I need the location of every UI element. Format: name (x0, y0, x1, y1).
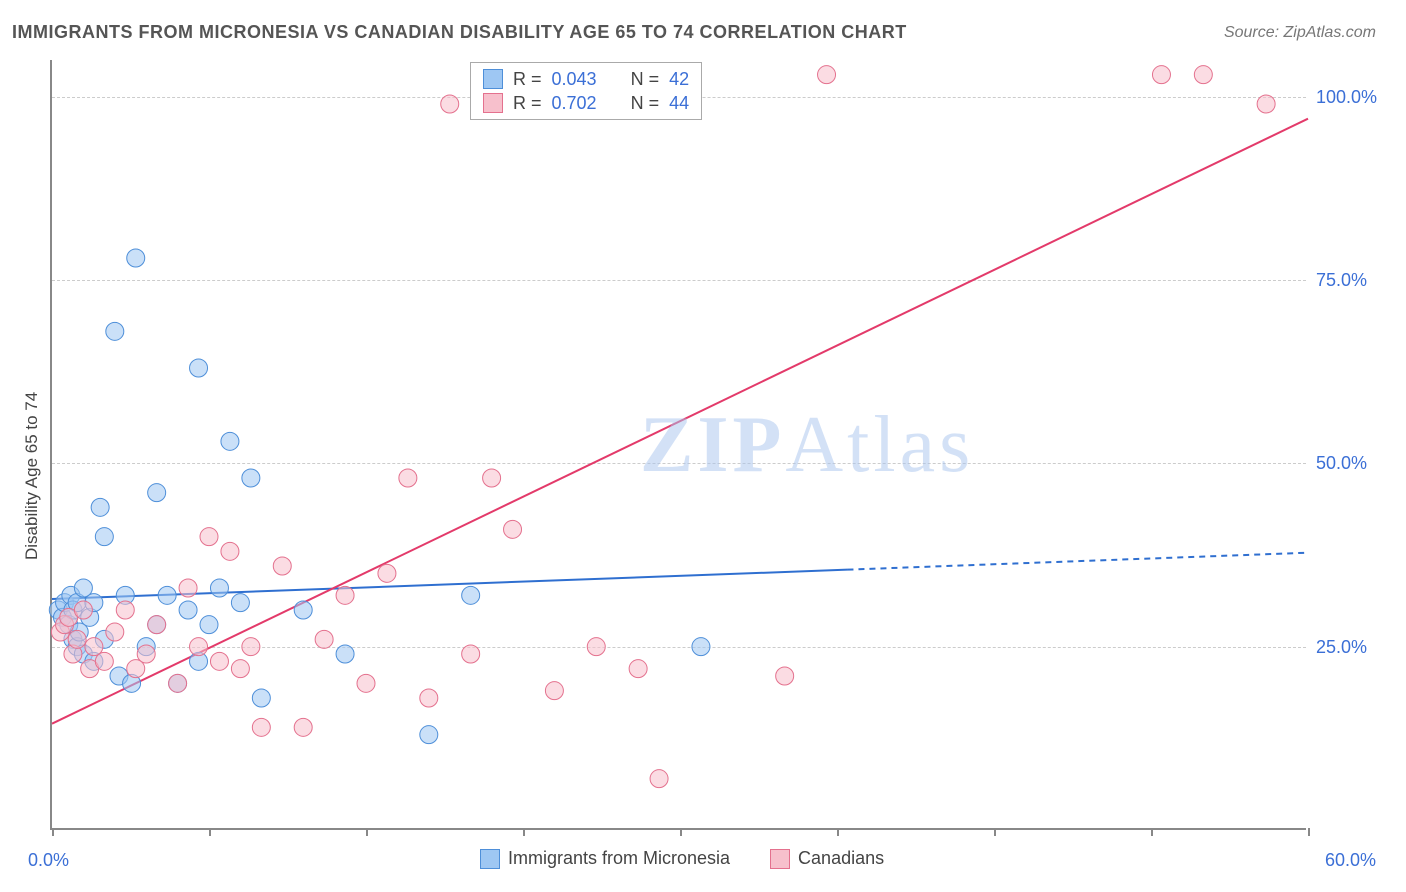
scatter-point (74, 601, 92, 619)
legend-item: Immigrants from Micronesia (480, 848, 730, 869)
scatter-point (294, 718, 312, 736)
scatter-point (127, 249, 145, 267)
x-tick (209, 828, 211, 836)
scatter-point (252, 689, 270, 707)
scatter-point (210, 652, 228, 670)
scatter-point (1194, 66, 1212, 84)
scatter-point (95, 652, 113, 670)
scatter-point (776, 667, 794, 685)
scatter-point (629, 660, 647, 678)
scatter-point (483, 469, 501, 487)
plot-svg (52, 60, 1306, 828)
scatter-point (294, 601, 312, 619)
scatter-point (399, 469, 417, 487)
x-axis-max-label: 60.0% (1325, 850, 1376, 871)
legend-row: R = 0.702 N = 44 (483, 91, 689, 115)
scatter-point (315, 630, 333, 648)
legend-r-value: 0.043 (552, 69, 597, 90)
scatter-point (179, 601, 197, 619)
scatter-point (545, 682, 563, 700)
regression-line (52, 119, 1308, 724)
correlation-legend: R = 0.043 N = 42 R = 0.702 N = 44 (470, 62, 702, 120)
scatter-point (650, 770, 668, 788)
scatter-point (336, 645, 354, 663)
plot-area (50, 60, 1306, 830)
legend-swatch (483, 93, 503, 113)
x-tick (52, 828, 54, 836)
legend-n-label: N = (631, 69, 660, 90)
y-tick-label: 100.0% (1316, 87, 1377, 108)
scatter-point (116, 601, 134, 619)
scatter-point (273, 557, 291, 575)
scatter-point (587, 638, 605, 656)
x-tick (1308, 828, 1310, 836)
scatter-point (462, 645, 480, 663)
legend-n-label: N = (631, 93, 660, 114)
legend-item: Canadians (770, 848, 884, 869)
legend-n-value: 44 (669, 93, 689, 114)
scatter-point (137, 645, 155, 663)
x-tick (837, 828, 839, 836)
scatter-point (441, 95, 459, 113)
x-tick (1151, 828, 1153, 836)
legend-n-value: 42 (669, 69, 689, 90)
scatter-point (106, 322, 124, 340)
scatter-point (200, 616, 218, 634)
legend-swatch (770, 849, 790, 869)
scatter-point (692, 638, 710, 656)
x-tick (994, 828, 996, 836)
scatter-point (158, 586, 176, 604)
scatter-point (210, 579, 228, 597)
scatter-point (68, 630, 86, 648)
series-legend: Immigrants from Micronesia Canadians (480, 848, 884, 869)
scatter-point (231, 660, 249, 678)
scatter-point (420, 726, 438, 744)
scatter-point (242, 638, 260, 656)
legend-r-label: R = (513, 69, 542, 90)
x-tick (680, 828, 682, 836)
scatter-point (221, 432, 239, 450)
legend-swatch (480, 849, 500, 869)
regression-line-dashed (847, 553, 1308, 570)
scatter-point (91, 498, 109, 516)
legend-r-label: R = (513, 93, 542, 114)
scatter-point (420, 689, 438, 707)
scatter-point (179, 579, 197, 597)
chart-title: IMMIGRANTS FROM MICRONESIA VS CANADIAN D… (12, 22, 907, 43)
y-tick-label: 25.0% (1316, 637, 1367, 658)
scatter-point (242, 469, 260, 487)
scatter-point (106, 623, 124, 641)
scatter-point (818, 66, 836, 84)
legend-row: R = 0.043 N = 42 (483, 67, 689, 91)
scatter-point (462, 586, 480, 604)
scatter-point (252, 718, 270, 736)
x-axis-min-label: 0.0% (28, 850, 69, 871)
scatter-point (169, 674, 187, 692)
y-axis-label: Disability Age 65 to 74 (22, 392, 42, 560)
scatter-point (221, 542, 239, 560)
scatter-point (231, 594, 249, 612)
y-tick-label: 50.0% (1316, 453, 1367, 474)
source-label: Source: ZipAtlas.com (1224, 24, 1376, 42)
x-tick (523, 828, 525, 836)
scatter-point (336, 586, 354, 604)
legend-item-label: Canadians (798, 848, 884, 869)
scatter-point (378, 564, 396, 582)
scatter-point (190, 359, 208, 377)
x-tick (366, 828, 368, 836)
scatter-point (200, 528, 218, 546)
legend-r-value: 0.702 (552, 93, 597, 114)
legend-swatch (483, 69, 503, 89)
scatter-point (190, 638, 208, 656)
scatter-point (1257, 95, 1275, 113)
scatter-point (504, 520, 522, 538)
scatter-point (148, 484, 166, 502)
scatter-point (357, 674, 375, 692)
scatter-point (95, 528, 113, 546)
scatter-point (148, 616, 166, 634)
y-tick-label: 75.0% (1316, 270, 1367, 291)
legend-item-label: Immigrants from Micronesia (508, 848, 730, 869)
scatter-point (1152, 66, 1170, 84)
